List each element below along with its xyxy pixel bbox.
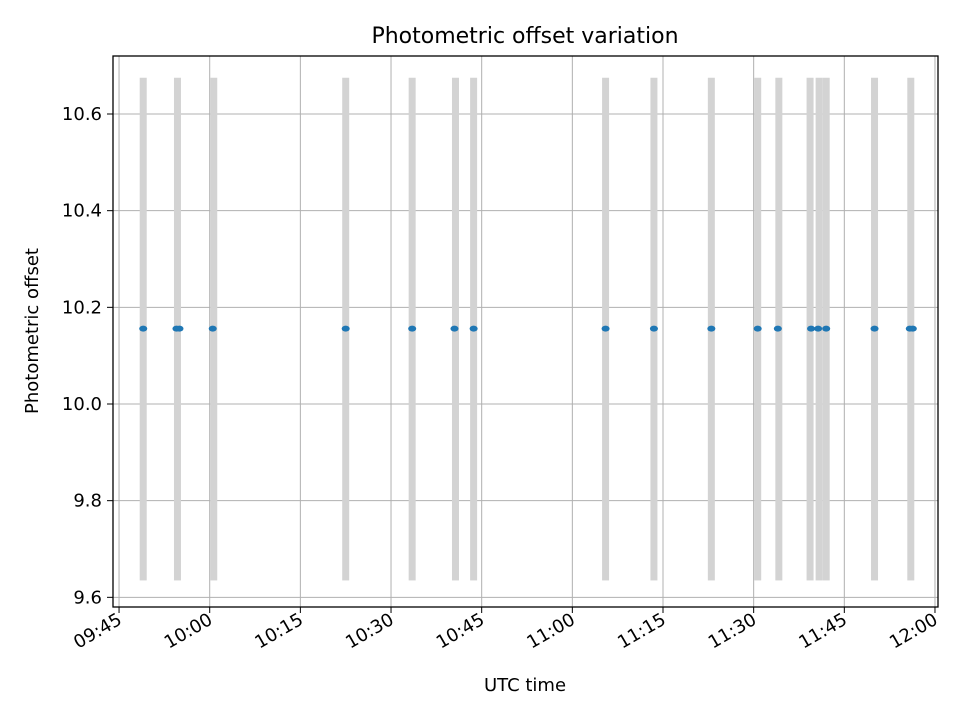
- x-axis-ticks: 09:45 10:00 10:15 10:30 10:45 11:00 11:15 11:30…: [70, 607, 941, 653]
- data-point: [807, 325, 816, 332]
- y-tick-label: 10.2: [62, 297, 102, 318]
- x-tick-label: 11:30: [705, 609, 760, 653]
- x-axis-label: UTC time: [484, 675, 566, 696]
- data-point: [469, 325, 478, 332]
- y-tick-label: 10.0: [62, 394, 102, 415]
- data-point: [175, 325, 184, 332]
- data-point: [408, 325, 417, 332]
- x-tick-label: 11:45: [795, 609, 850, 653]
- x-tick-label: 10:15: [251, 609, 306, 653]
- data-point: [908, 325, 917, 332]
- data-point: [208, 325, 217, 332]
- y-tick-label: 9.6: [73, 587, 102, 608]
- gray-bands: [139, 77, 915, 581]
- plot-frame: [112, 55, 939, 608]
- y-tick-label: 10.4: [62, 201, 102, 222]
- data-point: [870, 325, 879, 332]
- data-point: [601, 325, 610, 332]
- x-tick-label: 12:00: [886, 609, 941, 653]
- data-point: [814, 325, 823, 332]
- y-axis-label: Photometric offset: [22, 248, 43, 414]
- x-tick-label: 11:00: [523, 609, 578, 653]
- data-point: [649, 325, 658, 332]
- x-tick-label: 10:30: [342, 609, 397, 653]
- data-point: [822, 325, 831, 332]
- data-point: [139, 325, 148, 332]
- x-tick-label: 09:45: [70, 609, 125, 653]
- y-tick-label: 9.8: [73, 491, 102, 512]
- data-point: [773, 325, 782, 332]
- x-tick-label: 11:15: [614, 609, 669, 653]
- data-point: [450, 325, 459, 332]
- data-points: [139, 325, 917, 332]
- y-tick-label: 10.6: [62, 104, 102, 125]
- data-point: [753, 325, 762, 332]
- y-axis-ticks: 9.6 9.8 10.0 10.2 10.4 10.6: [62, 104, 113, 608]
- x-tick-label: 10:45: [433, 609, 488, 653]
- x-tick-label: 10:00: [161, 609, 216, 653]
- grid: [113, 56, 938, 607]
- data-point: [341, 325, 350, 332]
- data-point: [707, 325, 716, 332]
- chart-title: Photometric offset variation: [371, 24, 678, 49]
